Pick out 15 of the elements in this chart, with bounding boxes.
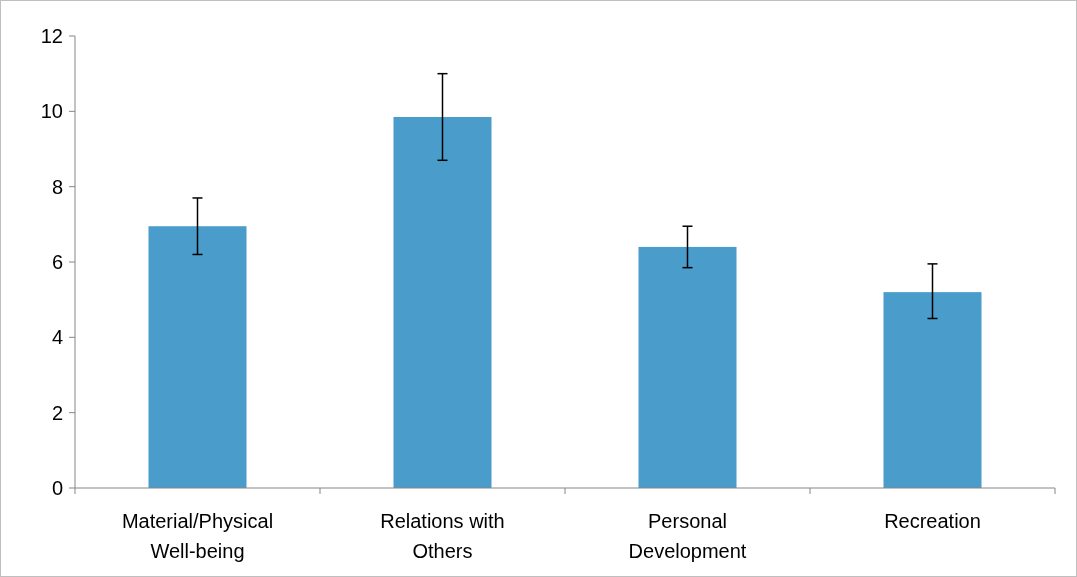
bar xyxy=(393,116,492,488)
x-tick-label: Relations with Others xyxy=(380,510,505,562)
y-tick-label: 0 xyxy=(51,477,63,499)
y-tick-label: 4 xyxy=(51,326,63,349)
bar xyxy=(883,292,982,488)
y-tick-label: 2 xyxy=(51,401,63,424)
y-tick-label: 10 xyxy=(40,100,63,123)
bar xyxy=(638,246,737,488)
bar xyxy=(148,226,247,488)
y-tick-label: 8 xyxy=(51,175,63,198)
y-tick-label: 6 xyxy=(51,251,63,273)
x-tick-label: Personal Development xyxy=(628,510,747,562)
x-tick-label: Recreation xyxy=(884,510,981,532)
y-tick-label: 12 xyxy=(40,25,63,47)
x-tick-label: Material/Physical Well-being xyxy=(121,510,274,562)
